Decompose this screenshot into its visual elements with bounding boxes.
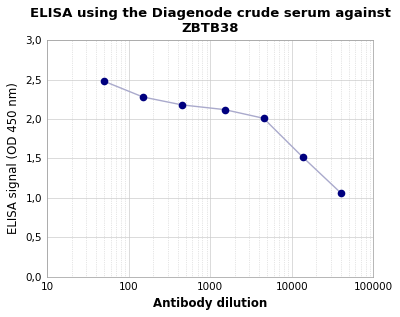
Title: ELISA using the Diagenode crude serum against
ZBTB38: ELISA using the Diagenode crude serum ag… [30,7,391,35]
Y-axis label: ELISA signal (OD 450 nm): ELISA signal (OD 450 nm) [7,82,20,234]
X-axis label: Antibody dilution: Antibody dilution [153,297,267,310]
